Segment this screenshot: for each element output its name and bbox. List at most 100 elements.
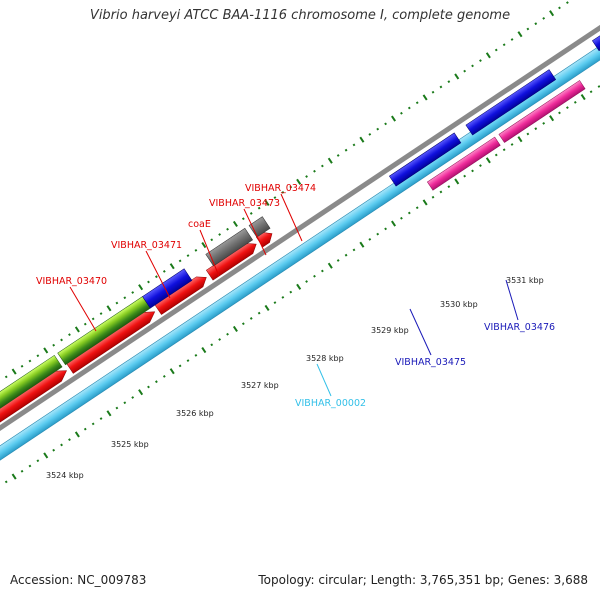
cog-segment-blue-4[interactable] [592,23,600,52]
minor-tick-mark [463,69,467,73]
major-tick-mark [106,410,112,417]
minor-tick-mark [68,438,71,442]
minor-tick-mark [4,480,8,484]
minor-tick-mark [257,311,261,315]
scale-label: 3526 kbp [176,409,214,418]
function-track [0,216,271,429]
cog-segment-gray-2[interactable] [248,216,271,238]
minor-tick-mark [241,217,245,221]
gene-label-vibhar-03476[interactable]: VIBHAR_03476 [484,322,555,333]
minor-tick-mark [558,111,561,115]
minor-tick-mark [91,422,95,426]
cog-segment-blue-1[interactable] [142,268,193,309]
minor-tick-mark [439,85,443,89]
minor-tick-mark [447,185,451,189]
gene-label-vibhar-00002[interactable]: VIBHAR_00002 [295,398,366,409]
scale-labels: 3524 kbp 3525 kbp 3526 kbp 3527 kbp 3528… [46,276,544,480]
label-leaders [69,193,519,397]
minor-tick-mark [226,332,229,336]
major-tick-mark [138,284,144,291]
minor-tick-mark [273,301,277,305]
minor-tick-mark [147,385,150,389]
minor-tick-mark [313,169,316,173]
major-tick-mark [264,304,270,311]
minor-tick-mark [336,154,340,157]
major-tick-mark [106,305,112,312]
major-tick-mark [43,347,49,354]
minor-tick-mark [226,227,229,231]
major-tick-mark [580,94,586,101]
gene-label-vibhar-03471[interactable]: VIBHAR_03471 [111,240,182,251]
minor-tick-mark [218,233,222,236]
minor-tick-mark [249,317,253,320]
minor-tick-mark [194,353,198,357]
minor-tick-mark [502,148,506,152]
minor-tick-mark [60,443,63,447]
leader-vibhar-03476 [505,279,519,321]
gene-label-vibhar-03474[interactable]: VIBHAR_03474 [245,183,316,194]
major-tick-mark [454,73,460,80]
scale-label: 3528 kbp [306,354,344,363]
major-tick-mark [232,220,238,228]
gene-label-vibhar-03473[interactable]: VIBHAR_03473 [209,198,280,209]
cog-segment-green-1[interactable] [0,354,63,429]
major-tick-mark [74,431,80,438]
minor-tick-mark [407,211,411,215]
leader-vibhar-03473 [243,208,267,256]
cog-segment-blue-2[interactable] [389,132,462,187]
minor-tick-mark [566,106,569,109]
major-tick-mark [232,325,238,333]
major-tick-mark [11,368,17,375]
gene-label-vibhar-03470[interactable]: VIBHAR_03470 [36,276,107,287]
minor-tick-mark [439,190,443,194]
major-tick-mark [549,115,555,122]
accession-label: Accession: NC_009783 [10,573,147,587]
scale-label: 3531 kbp [506,276,544,285]
minor-tick-mark [155,275,158,279]
minor-tick-mark [155,380,158,384]
minor-tick-mark [510,38,514,41]
scale-label: 3525 kbp [111,440,149,449]
minor-tick-mark [162,375,166,378]
inner-tick-ring [4,85,600,484]
minor-tick-mark [526,132,530,136]
minor-tick-mark [257,206,261,210]
minor-tick-mark [241,322,245,326]
minor-tick-mark [52,343,56,347]
minor-tick-mark [194,248,198,252]
minor-tick-mark [534,127,538,131]
minor-tick-mark [83,322,87,326]
minor-tick-mark [479,59,482,62]
minor-tick-mark [131,291,135,294]
gene-label-vibhar-03475[interactable]: VIBHAR_03475 [395,357,466,368]
minor-tick-mark [305,175,308,178]
major-tick-mark [391,220,397,227]
major-tick-mark [296,178,302,185]
major-tick-mark [169,368,175,375]
minor-tick-mark [471,64,474,68]
minor-tick-mark [305,280,308,283]
minor-tick-mark [28,464,32,468]
minor-tick-mark [400,111,403,115]
map-title: Vibrio harveyi ATCC BAA-1116 chromosome … [89,8,511,23]
minor-tick-mark [534,22,538,26]
major-tick-mark [517,31,523,38]
major-tick-mark [359,241,365,248]
cog-segment-blue-3[interactable] [465,69,557,136]
minor-tick-mark [494,153,498,157]
minor-tick-mark [368,132,372,136]
gene-arrow-vibhar-03475[interactable] [426,136,501,191]
minor-tick-mark [52,448,56,452]
minor-tick-mark [60,338,63,342]
gene-label-coae[interactable]: coaE [188,219,211,230]
gene-arrow-vibhar-03476[interactable] [498,80,586,143]
minor-tick-mark [83,427,87,431]
scale-label: 3529 kbp [371,326,409,335]
minor-tick-mark [68,333,71,337]
minor-tick-mark [479,164,482,167]
minor-tick-mark [344,253,348,257]
cog-segment-gray-1[interactable] [205,227,253,267]
leader-vibhar-03470 [69,286,97,332]
outer-tick-ring [4,1,569,379]
